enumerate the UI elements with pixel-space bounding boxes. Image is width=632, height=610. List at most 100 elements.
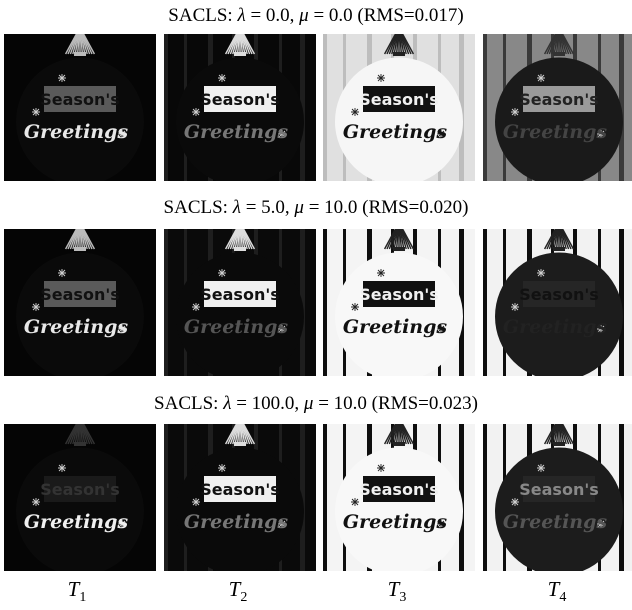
lambda-symbol: λ <box>223 393 232 414</box>
card-image: Season's Greetings <box>4 34 156 181</box>
greetings-text: Greetings <box>24 121 129 143</box>
label-box <box>523 281 595 307</box>
ornament-circle <box>16 252 144 376</box>
label-box <box>44 476 116 502</box>
mu-value: = 10.0 (RMS=0.023) <box>313 393 478 414</box>
ornament-circle <box>335 57 463 181</box>
title-prefix: SACLS: <box>154 393 224 414</box>
card-image: Season's Greetings <box>483 34 632 181</box>
seasons-text: Season's <box>359 480 439 499</box>
label-box <box>523 86 595 112</box>
card-image: Season's Greetings <box>4 424 156 571</box>
seasons-text: Season's <box>40 285 120 304</box>
panel-row3-t2: Season's Greetings <box>164 424 316 571</box>
mu-symbol: μ <box>299 5 309 26</box>
ornament-circle <box>176 447 304 571</box>
row-title-3: SACLS: λ = 100.0, μ = 10.0 (RMS=0.023) <box>0 393 632 415</box>
tassel <box>64 424 96 446</box>
ornament-circle <box>176 57 304 181</box>
tassel <box>64 229 96 251</box>
seasons-text: Season's <box>200 90 280 109</box>
greetings-text: Greetings <box>24 316 129 338</box>
lambda-value: = 0.0, <box>245 5 300 26</box>
card-image: Season's Greetings <box>323 229 475 376</box>
card-image: Season's Greetings <box>164 229 316 376</box>
label-box <box>44 281 116 307</box>
label-box <box>363 476 435 502</box>
lambda-symbol: λ <box>232 197 241 218</box>
greetings-text: Greetings <box>503 316 608 338</box>
tassel <box>543 229 575 251</box>
tassel <box>543 424 575 446</box>
panel-row2-t2: Season's Greetings <box>164 229 316 376</box>
seasons-text: Season's <box>40 480 120 499</box>
title-prefix: SACLS: <box>168 5 238 26</box>
label-box <box>204 86 276 112</box>
card-image: Season's Greetings <box>164 34 316 181</box>
mu-value: = 0.0 (RMS=0.017) <box>308 5 464 26</box>
greetings-text: Greetings <box>184 121 289 143</box>
panel-row3-t4: Season's Greetings <box>483 424 632 571</box>
tassel <box>383 229 415 251</box>
panel-row1-t3: Season's Greetings <box>323 34 475 181</box>
seasons-text: Season's <box>200 285 280 304</box>
label-box <box>523 476 595 502</box>
lambda-value: = 5.0, <box>240 197 295 218</box>
ornament-circle <box>16 447 144 571</box>
panel-row2-t4: Season's Greetings <box>483 229 632 376</box>
column-label-t3: T3 <box>387 577 407 606</box>
greetings-text: Greetings <box>503 511 608 533</box>
seasons-text: Season's <box>359 90 439 109</box>
greetings-text: Greetings <box>343 316 448 338</box>
greetings-text: Greetings <box>184 511 289 533</box>
card-image: Season's Greetings <box>483 424 632 571</box>
panel-row1-t2: Season's Greetings <box>164 34 316 181</box>
label-box <box>44 86 116 112</box>
sparkles <box>511 269 605 333</box>
lambda-value: = 100.0, <box>231 393 304 414</box>
row-title-2: SACLS: λ = 5.0, μ = 10.0 (RMS=0.020) <box>0 197 632 219</box>
greetings-text: Greetings <box>24 511 129 533</box>
tassel <box>64 34 96 56</box>
seasons-text: Season's <box>519 90 599 109</box>
panel-row2-t1: Season's Greetings <box>4 229 156 376</box>
seasons-text: Season's <box>40 90 120 109</box>
card-image: Season's Greetings <box>164 424 316 571</box>
card-image: Season's Greetings <box>323 424 475 571</box>
column-label-t1: T1 <box>67 577 87 606</box>
ornament-circle <box>335 252 463 376</box>
tassel <box>383 424 415 446</box>
panel-row3-t1: Season's Greetings <box>4 424 156 571</box>
greetings-text: Greetings <box>503 121 608 143</box>
mu-value: = 10.0 (RMS=0.020) <box>303 197 469 218</box>
seasons-text: Season's <box>359 285 439 304</box>
seasons-text: Season's <box>519 480 599 499</box>
card-image: Season's Greetings <box>323 34 475 181</box>
column-label-t2: T2 <box>228 577 248 606</box>
ornament-circle <box>495 252 623 376</box>
seasons-text: Season's <box>519 285 599 304</box>
card-image: Season's Greetings <box>483 229 632 376</box>
greetings-text: Greetings <box>184 316 289 338</box>
panel-row3-t3: Season's Greetings <box>323 424 475 571</box>
seasons-text: Season's <box>200 480 280 499</box>
tassel <box>224 34 256 56</box>
ornament-circle <box>176 252 304 376</box>
mu-symbol: μ <box>303 393 314 414</box>
panel-row1-t4: Season's Greetings <box>483 34 632 181</box>
tassel <box>543 34 575 56</box>
label-box <box>363 86 435 112</box>
greetings-text: Greetings <box>343 121 448 143</box>
label-box <box>204 476 276 502</box>
ornament-circle <box>495 57 623 181</box>
panel-row1-t1: Season's Greetings <box>4 34 156 181</box>
label-box <box>204 281 276 307</box>
ornament-circle <box>335 447 463 571</box>
tassel <box>383 34 415 56</box>
panel-row2-t3: Season's Greetings <box>323 229 475 376</box>
mu-symbol: μ <box>294 197 304 218</box>
tassel <box>224 229 256 251</box>
lambda-symbol: λ <box>237 5 246 26</box>
ornament-circle <box>16 57 144 181</box>
card-image: Season's Greetings <box>4 229 156 376</box>
